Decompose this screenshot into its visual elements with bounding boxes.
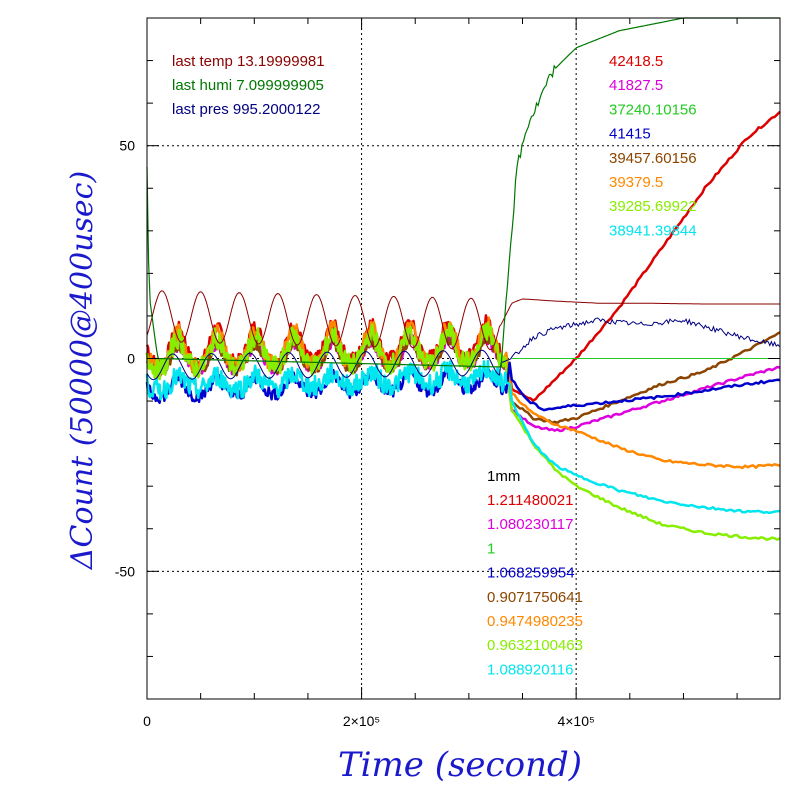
env-curves — [146, 17, 780, 381]
count-label: 37240.10156 — [609, 101, 697, 118]
count-labels: 42418.5 41827.5 37240.10156 41415 39457.6015… — [609, 53, 697, 239]
ratio-labels: 1mm 1.211480021 1.080230117 1 1.068259954 0.9… — [487, 468, 583, 678]
count-label: 41415 — [609, 126, 651, 143]
ratio-label: 1.080230117 — [487, 516, 573, 533]
tick-marks — [146, 17, 780, 700]
y-tick-label: 50 — [119, 138, 135, 154]
count-label: 39379.5 — [609, 174, 663, 191]
env-annotation: last temp 13.19999981 — [172, 53, 325, 70]
ratio-label: 1.211480021 — [487, 492, 573, 509]
x-tick-label: 2×10⁵ — [343, 713, 380, 729]
tick-labels: 0 2×10⁵ 4×10⁵ 50 0 -50 — [115, 138, 595, 729]
count-label: 42418.5 — [609, 53, 663, 70]
series-line — [145, 359, 781, 515]
x-tick-label: 4×10⁵ — [557, 713, 594, 729]
ratio-label: 1.068259954 — [487, 565, 575, 582]
env-series-line — [146, 290, 780, 351]
ratio-label: 1.088920116 — [487, 661, 573, 678]
env-series-line — [146, 17, 780, 368]
series-curves — [145, 110, 781, 541]
ratio-label: 0.9071750641 — [487, 589, 583, 606]
x-axis-title: Time (second) — [338, 745, 582, 785]
env-annotation: last pres 995.2000122 — [172, 101, 320, 118]
env-annotation: last humi 7.099999905 — [172, 77, 324, 94]
ratio-label: 1 — [487, 540, 495, 557]
ratio-header: 1mm — [487, 468, 520, 485]
x-tick-label: 0 — [143, 713, 151, 729]
count-label: 38941.39844 — [609, 222, 697, 239]
y-tick-label: 0 — [127, 351, 135, 367]
ratio-label: 0.9632100463 — [487, 637, 583, 654]
env-annotations: last temp 13.19999981 last humi 7.0999999… — [172, 53, 325, 118]
y-axis-title: ΔCount (50000@400usec) — [65, 171, 100, 570]
series-line — [145, 321, 781, 541]
env-series-line — [146, 317, 780, 381]
count-label: 41827.5 — [609, 77, 663, 94]
y-tick-label: -50 — [115, 563, 135, 579]
ratio-label: 0.9474980235 — [487, 613, 583, 630]
count-label: 39285.69922 — [609, 198, 697, 215]
count-label: 39457.60156 — [609, 150, 697, 167]
